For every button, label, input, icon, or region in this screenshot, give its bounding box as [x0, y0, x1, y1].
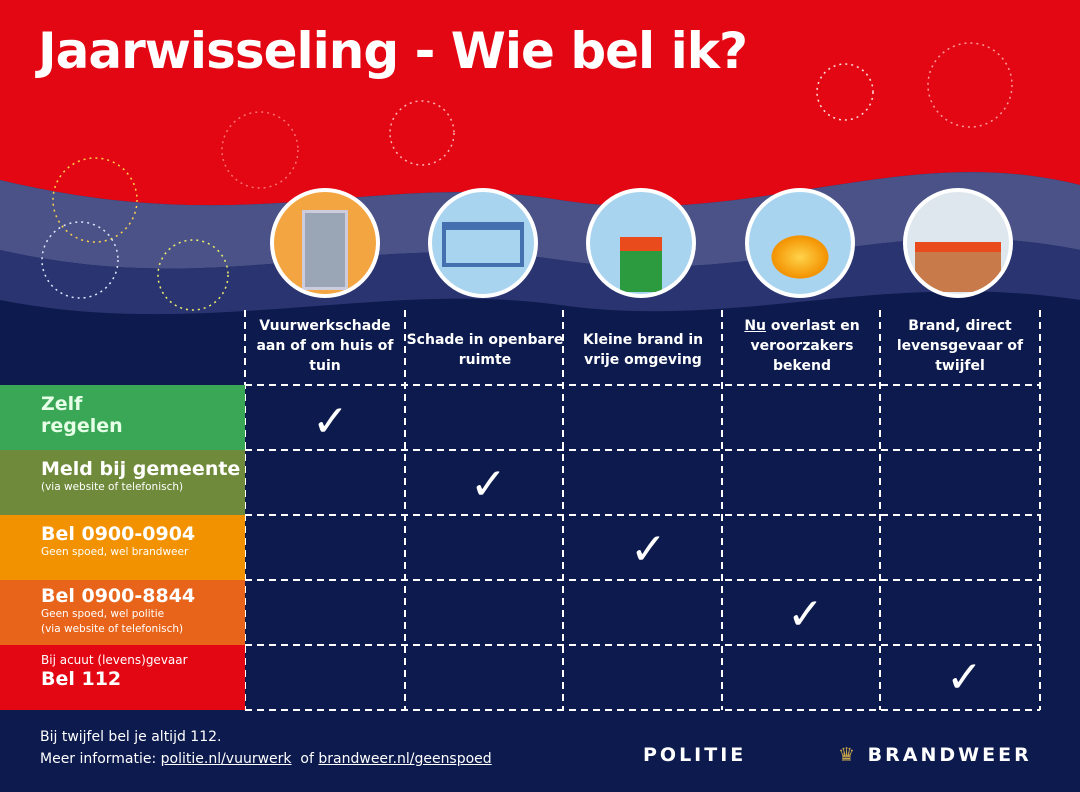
footer-prefix: Meer informatie:	[40, 751, 161, 767]
page-title: Jaarwisseling - Wie bel ik?	[38, 22, 748, 80]
row-label-gemeente: Meld bij gemeente (via website of telefon…	[0, 450, 245, 515]
politie-logo: POLITIE	[643, 744, 747, 766]
brandweer-link[interactable]: brandweer.nl/geenspoed	[318, 751, 492, 767]
check-icon: ✓	[787, 589, 824, 640]
row-label-brandweer: Bel 0900-0904 Geen spoed, wel brandweer	[0, 515, 245, 580]
brandweer-emblem-icon: ♛	[838, 744, 859, 766]
explosion-icon	[745, 188, 855, 298]
footer-note: Bij twijfel bel je altijd 112.	[40, 729, 222, 745]
column-header: Vuurwerkschade aan of om huis of tuin	[256, 318, 394, 374]
check-icon: ✓	[630, 524, 667, 575]
row-label-zelf-regelen: Zelf regelen	[0, 385, 245, 450]
footer: Bij twijfel bel je altijd 112. Meer info…	[40, 726, 492, 770]
house-fire-icon	[903, 188, 1013, 298]
row-label-politie: Bel 0900-8844 Geen spoed, wel politie (via…	[0, 580, 245, 645]
brandweer-logo: ♛ BRANDWEER	[838, 744, 1032, 766]
check-icon: ✓	[470, 459, 507, 510]
column-header: Kleine brand in vrije omgeving	[582, 332, 704, 368]
column-header: Nu overlast en veroorzakers bekend	[744, 318, 860, 374]
column-header: Schade in openbare ruimte	[406, 332, 564, 368]
politie-link[interactable]: politie.nl/vuurwerk	[160, 751, 292, 767]
fireworks	[41, 42, 1013, 311]
column-header: Brand, direct levensgevaar of twijfel	[896, 318, 1024, 374]
check-icon: ✓	[946, 652, 983, 703]
broken-window-icon	[270, 188, 380, 298]
bus-shelter-icon	[428, 188, 538, 298]
footer-mid: of	[291, 751, 319, 767]
check-icon: ✓	[312, 396, 349, 447]
burning-bin-icon	[586, 188, 696, 298]
row-label-112: Bij acuut (levens)gevaar Bel 112	[0, 645, 245, 710]
grid-lines	[244, 310, 1041, 711]
